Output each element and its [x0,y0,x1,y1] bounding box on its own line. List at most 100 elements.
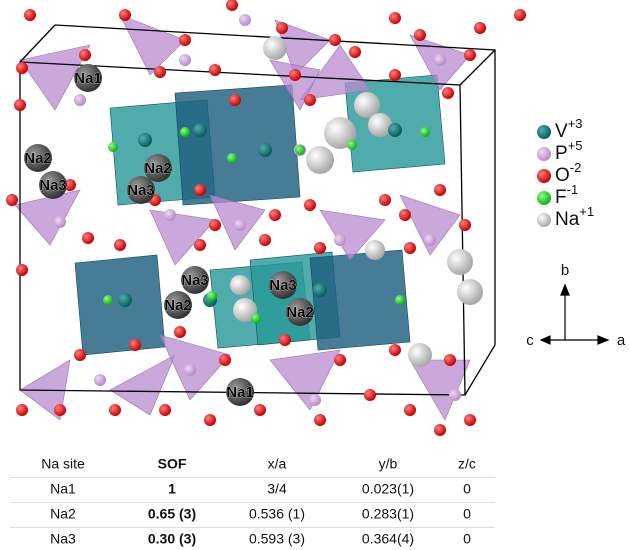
atom [234,219,246,231]
arrow [539,335,551,345]
na-atom [74,64,102,92]
atom [474,22,486,34]
atom [304,199,316,211]
atom [276,22,288,34]
arrow [560,283,570,296]
atom [444,354,456,366]
atom [119,9,131,21]
legend-label: O-2 [555,160,581,186]
atom [289,69,301,81]
atom [365,240,385,260]
atom [364,389,376,401]
atom [233,298,257,322]
atom [414,29,426,41]
tetrahedron [269,59,321,111]
atom [464,414,476,426]
axis-label: a [617,332,626,349]
atom [408,343,432,367]
legend-symbol: F [555,187,567,208]
atom [179,34,191,46]
table-header: x/a [268,456,287,472]
table-cell: 3/4 [267,481,287,497]
atom [254,404,266,416]
legend-symbol: V [555,121,568,142]
tetrahedron [149,209,216,266]
na-atom [226,378,254,406]
atom [434,54,446,66]
site-label: Na3 [127,182,155,199]
atom [368,113,392,137]
atom [14,99,26,111]
atom [389,69,401,81]
atom [464,49,476,61]
legend-swatch [537,169,551,183]
na-atom [144,154,172,182]
legend-swatch [537,125,551,139]
tetrahedron [109,354,176,416]
na-atom [164,291,192,319]
atom [404,242,416,254]
legend-symbol: Na [555,209,580,230]
atom [207,291,217,301]
atom [24,9,36,21]
atom [129,339,141,351]
atom [447,249,473,275]
table-cell: 0 [463,481,471,497]
atom [194,239,206,251]
tetrahedron [399,194,461,256]
atom [269,209,281,221]
site-labels: Na1 Na2 Na3 Na2 Na3 Na3 Na2 Na3 Na2 Na1 [24,70,314,402]
atom [16,404,28,416]
na-atom [24,144,52,172]
atom [457,279,483,305]
table-cell: 0.536 (1) [249,506,305,522]
atom [306,146,334,174]
atom [295,145,305,155]
atom [114,239,126,251]
legend-label: V+3 [555,116,583,142]
tetrahedron [319,209,386,261]
legend-charge: +5 [568,138,583,153]
atom [74,94,86,106]
tetrahedron [299,44,371,101]
atom [459,219,471,231]
legend-charge: +1 [579,204,594,219]
legend-swatch [537,213,551,227]
site-label: Na2 [24,150,52,167]
atom [279,334,291,346]
table-cell: 0.283(1) [362,506,414,522]
tetrahedron [19,44,91,111]
atom [94,374,106,386]
atom [118,293,132,307]
atom [251,313,261,323]
na-atom [286,298,314,326]
atom [16,264,28,276]
atom [154,66,166,78]
site-label: Na3 [269,277,297,294]
atom [399,209,411,221]
atom [334,234,346,246]
atom [404,404,416,416]
site-label: Na1 [226,384,254,401]
atom [230,275,250,295]
atom [347,140,357,150]
table-cell: 0.30 (3) [148,531,196,547]
atom [442,87,454,99]
axes-indicator [539,283,610,345]
atom [164,209,176,221]
tetrahedron [409,359,471,421]
atom [354,92,380,118]
atom [193,123,207,137]
table-cell: 1 [168,481,176,497]
site-label: Na2 [144,160,172,177]
axis-label: c [526,332,534,349]
atom [334,354,346,366]
atom [329,34,341,46]
atom [434,184,446,196]
atom [314,242,326,254]
na-atom [269,271,297,299]
atom [184,364,196,376]
atom [229,94,241,106]
table-cell: 0.364(4) [362,531,414,547]
atom [449,389,461,401]
